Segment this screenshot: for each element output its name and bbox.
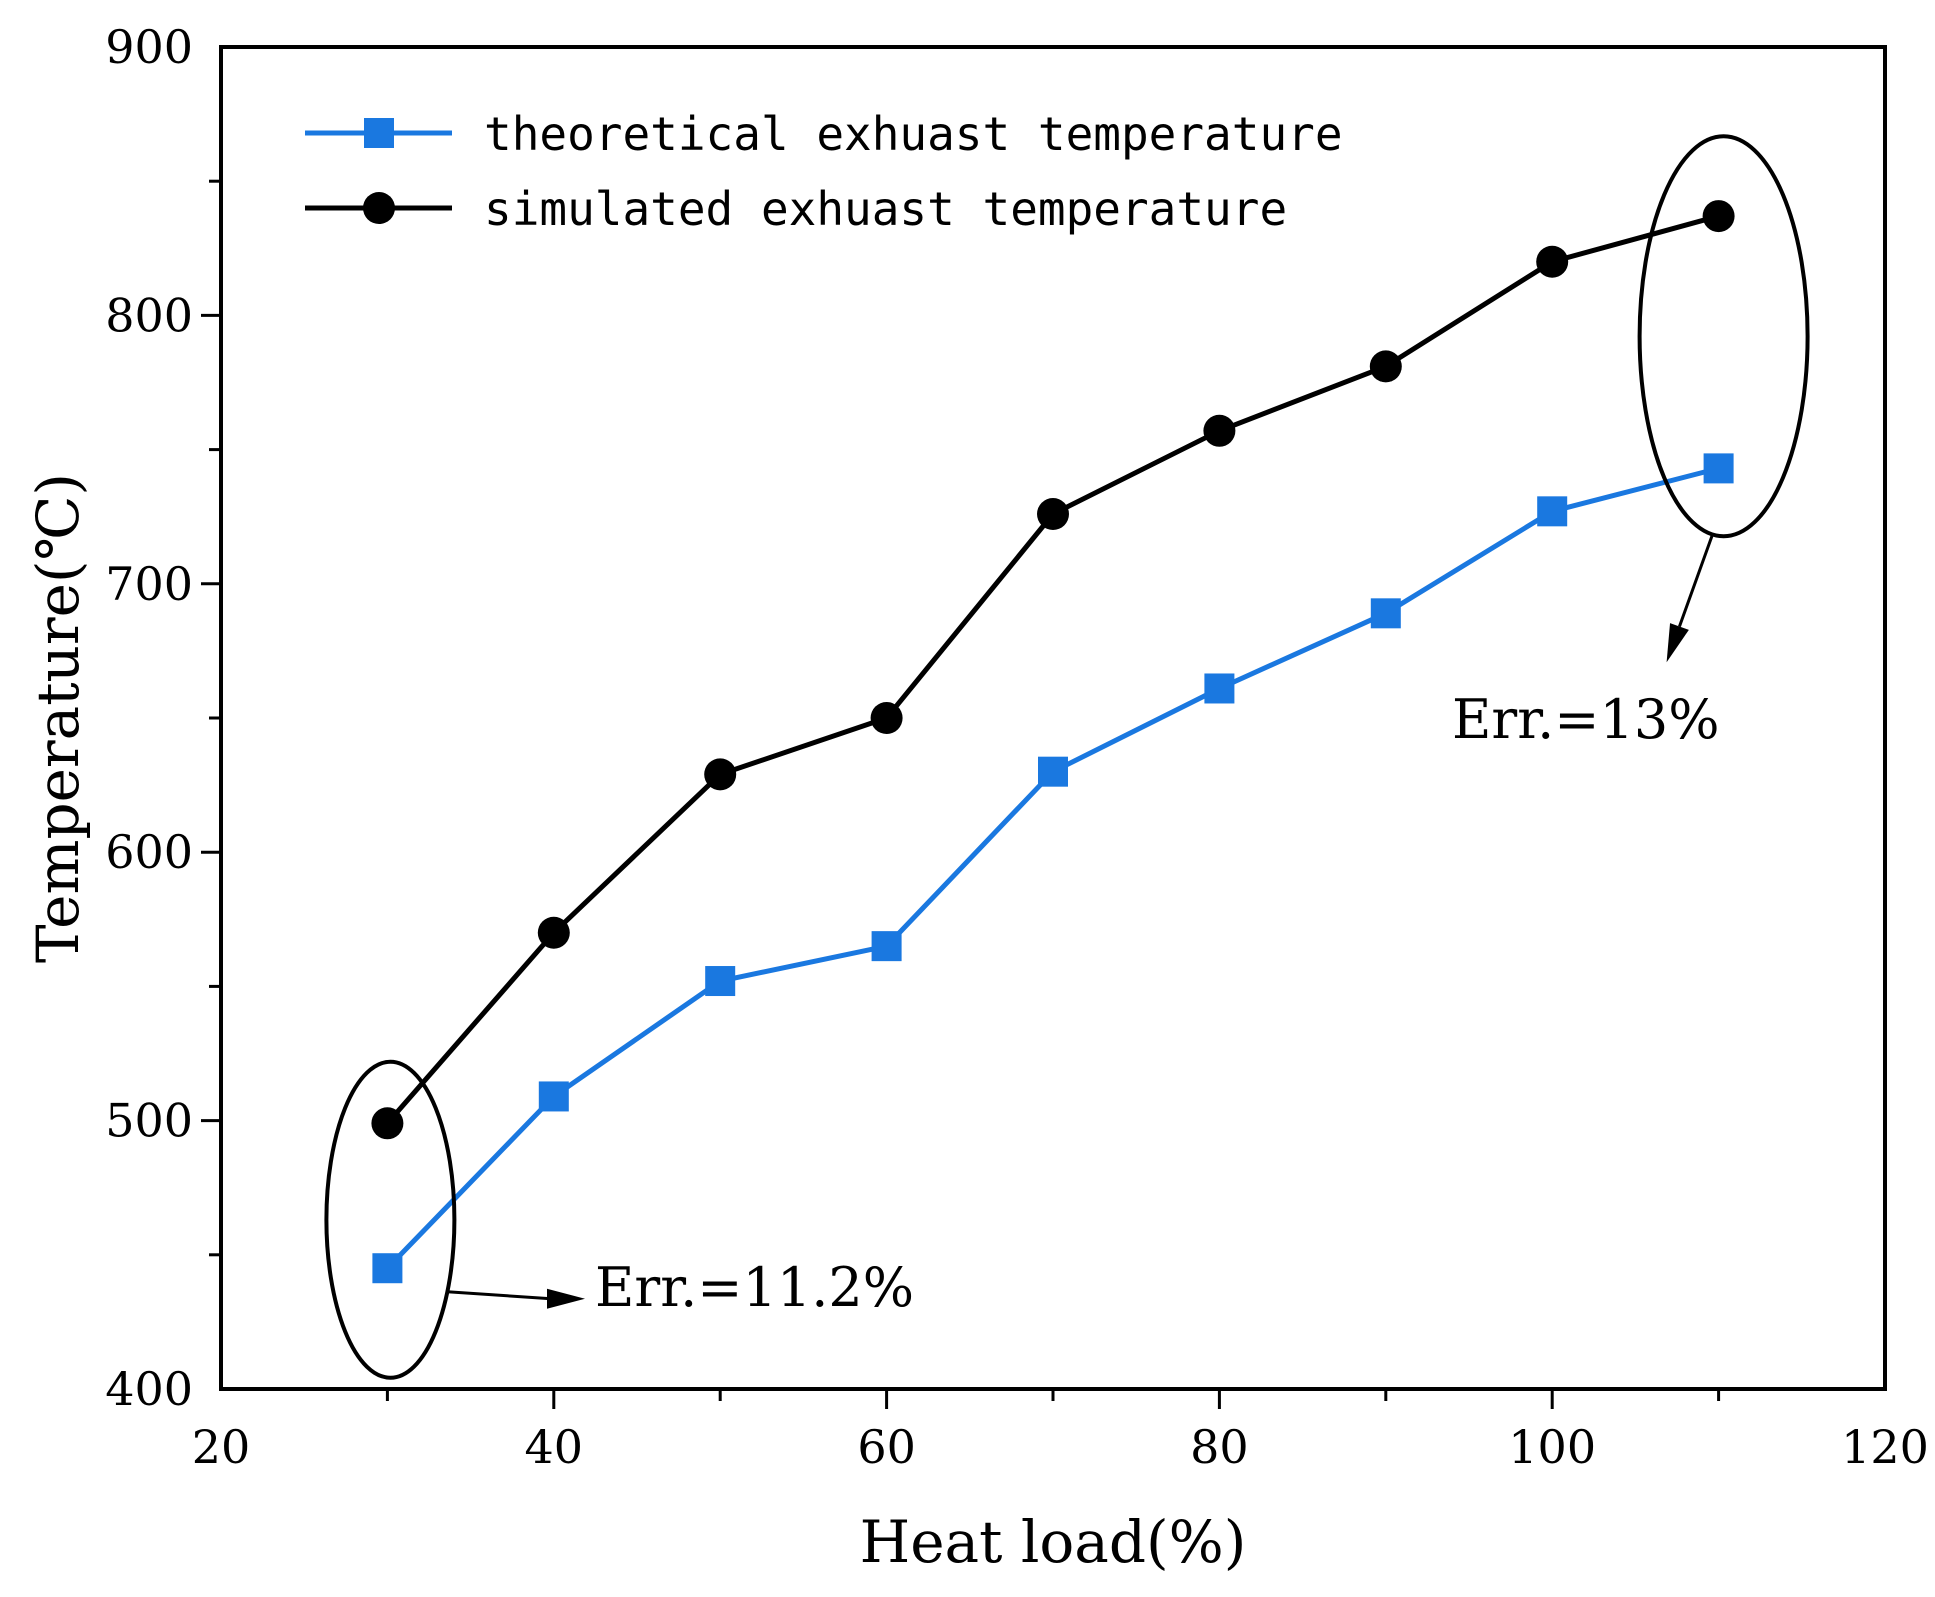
legend-label-theoretical: theoretical exhuast temperature	[484, 107, 1343, 161]
legend-marker-simulated	[363, 192, 395, 224]
data-point-theoretical	[1703, 453, 1734, 484]
arrowhead-high	[1666, 623, 1689, 663]
data-point-simulated	[704, 758, 737, 791]
series-line-simulated	[385, 213, 1720, 1125]
annotation-err-high: Err.=13%	[1452, 688, 1720, 751]
arrow-shaft-low	[447, 1290, 552, 1301]
data-point-simulated	[537, 916, 570, 949]
legend: theoretical exhuast temperature simulate…	[305, 107, 1343, 236]
ticks-layer: 20 40 60 80 100 120 400 500 600 700 800 900	[105, 20, 1929, 1474]
y-tick-label: 900	[105, 20, 193, 74]
legend-label-simulated: simulated exhuast temperature	[484, 182, 1287, 236]
data-point-simulated	[1037, 498, 1069, 531]
x-tick-label: 120	[1841, 1420, 1929, 1474]
data-point-theoretical	[871, 931, 902, 962]
arrow-shaft-high	[1678, 533, 1715, 627]
data-point-simulated	[1369, 350, 1402, 383]
data-point-theoretical	[1204, 673, 1235, 704]
arrowhead-low	[547, 1288, 585, 1309]
x-tick-label: 60	[857, 1420, 916, 1474]
x-tick-label: 20	[192, 1420, 251, 1474]
data-point-theoretical	[1038, 756, 1068, 787]
y-tick-label: 800	[105, 288, 193, 342]
series-line-theoretical	[385, 465, 1720, 1270]
data-point-simulated	[870, 702, 903, 734]
annotation-err-low: Err.=11.2%	[595, 1256, 914, 1319]
data-point-theoretical	[372, 1253, 403, 1284]
data-point-simulated	[1536, 245, 1569, 278]
y-tick-label: 700	[105, 557, 193, 611]
x-tick-label: 80	[1190, 1420, 1249, 1474]
x-axis-title: Heat load(%)	[860, 1508, 1247, 1576]
data-point-theoretical	[538, 1081, 569, 1112]
y-tick-label: 600	[105, 825, 193, 879]
series-layer	[371, 200, 1735, 1284]
data-point-theoretical	[1370, 598, 1401, 629]
data-point-simulated	[371, 1107, 404, 1140]
legend-marker-theoretical	[364, 118, 394, 148]
data-point-theoretical	[705, 966, 736, 997]
highlight-ellipse-low	[324, 1059, 457, 1380]
y-tick-label: 500	[105, 1094, 193, 1148]
x-tick-label: 40	[525, 1420, 584, 1474]
data-point-simulated	[1203, 414, 1236, 447]
y-axis-title: Temperature(℃)	[24, 473, 92, 963]
annotation-layer	[324, 134, 1810, 1380]
y-tick-label: 400	[105, 1362, 193, 1416]
x-tick-label: 100	[1508, 1420, 1596, 1474]
data-point-simulated	[1702, 200, 1735, 233]
highlight-ellipse-high	[1637, 134, 1810, 539]
data-point-theoretical	[1537, 496, 1568, 527]
